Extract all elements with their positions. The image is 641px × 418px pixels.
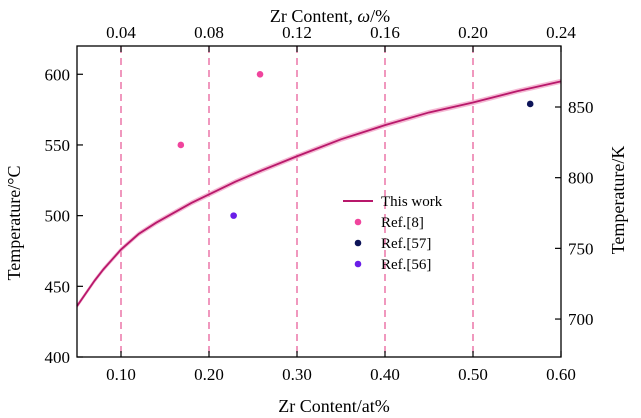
x-tick-label: 0.60 [546, 365, 576, 384]
top-x-tick-label: 0.20 [458, 23, 488, 42]
data-point [526, 100, 534, 108]
y-tick-label: 450 [45, 277, 71, 296]
data-point [256, 70, 264, 78]
dashed-gridlines [120, 46, 474, 357]
y-tick-label: 600 [45, 65, 71, 84]
y-tick-label: 400 [45, 348, 71, 367]
right-y-tick-label: 750 [568, 239, 594, 258]
top-x-tick-label: 0.24 [546, 23, 576, 42]
x-tick-label: 0.10 [106, 365, 136, 384]
top-x-tick-label: 0.12 [282, 23, 312, 42]
data-point [177, 141, 185, 149]
right-y-tick-label: 700 [568, 310, 594, 329]
scatter-points [177, 70, 534, 219]
line-band [77, 78, 561, 309]
legend-swatch-ref57 [354, 239, 362, 247]
y-axis-left-title: Temperature/°C [4, 166, 24, 281]
legend-label-ref8: Ref.[8] [381, 215, 424, 231]
legend-label-ref56: Ref.[56] [381, 257, 431, 273]
tick-marks [77, 46, 562, 358]
top-x-tick-label: 0.16 [370, 23, 400, 42]
top-x-tick-label: 0.08 [194, 23, 224, 42]
legend-swatch-ref56 [354, 260, 362, 268]
x-tick-label: 0.20 [194, 365, 224, 384]
x-axis-top-title-prefix: Zr Content, [270, 6, 358, 26]
line-confidence-band [77, 78, 561, 309]
legend-label-this-work: This work [381, 194, 443, 210]
x-axis-top-title-suffix: /% [370, 6, 390, 26]
x-tick-label: 0.50 [458, 365, 488, 384]
x-tick-label: 0.30 [282, 365, 312, 384]
top-x-tick-label: 0.04 [106, 23, 136, 42]
x-axis-top-title-symbol: ω [357, 6, 370, 26]
legend: This work Ref.[8] Ref.[57] Ref.[56] [343, 194, 443, 273]
legend-label-ref57: Ref.[57] [381, 236, 431, 252]
x-axis-top-title: Zr Content, ω/% [270, 6, 390, 26]
y-tick-label: 500 [45, 207, 71, 226]
this-work-line [76, 80, 562, 307]
plot-frame [76, 45, 562, 358]
line-series [76, 80, 562, 307]
tick-labels: 0.10 0.20 0.30 0.40 0.50 0.60 0.04 0.08 0.12 0.16… [45, 23, 594, 384]
data-point [230, 212, 237, 219]
right-y-tick-label: 800 [568, 169, 594, 188]
y-tick-label: 550 [45, 136, 71, 155]
right-y-tick-label: 850 [568, 98, 594, 117]
legend-swatch-ref8 [354, 218, 362, 226]
y-axis-right-title: Temperature/K [608, 146, 628, 255]
x-tick-label: 0.40 [370, 365, 400, 384]
x-axis-bottom-title: Zr Content/at% [278, 396, 389, 416]
